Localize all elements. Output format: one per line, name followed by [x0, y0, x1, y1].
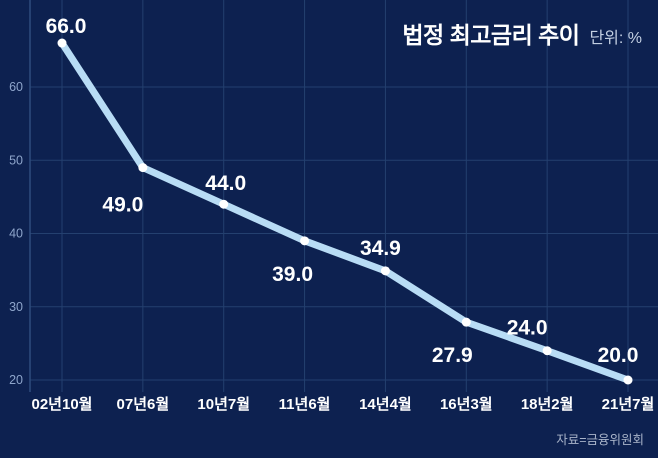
y-tick-label: 50 [9, 153, 23, 167]
data-point [57, 38, 67, 48]
value-label: 66.0 [46, 15, 87, 38]
x-tick-label: 10년7월 [197, 396, 250, 413]
chart-title: 법정 최고금리 추이 [402, 22, 580, 48]
value-label: 34.9 [360, 237, 401, 260]
x-tick-label: 14년4월 [359, 396, 412, 413]
chart-unit-label: 단위: % [589, 30, 642, 47]
x-tick-label: 11년6월 [279, 396, 331, 413]
y-tick-label: 60 [9, 80, 23, 94]
data-point [138, 163, 148, 173]
value-label: 44.0 [205, 172, 246, 195]
y-tick-label: 40 [9, 227, 23, 241]
data-point [542, 346, 552, 356]
data-point [623, 375, 633, 385]
y-tick-label: 20 [9, 373, 23, 387]
value-label: 24.0 [507, 317, 548, 340]
value-label: 39.0 [272, 263, 313, 286]
data-point [219, 199, 229, 209]
trend-line [58, 39, 632, 384]
source-credit: 자료=금융위원회 [556, 433, 644, 447]
y-tick-label: 30 [9, 300, 23, 314]
x-tick-label: 07년6월 [117, 396, 170, 413]
chart-header: 법정 최고금리 추이 단위: % [402, 16, 642, 50]
data-point [461, 317, 471, 327]
value-label: 27.9 [432, 344, 473, 367]
value-label: 49.0 [102, 194, 143, 217]
x-tick-label: 02년10월 [32, 396, 93, 413]
value-label: 20.0 [598, 344, 639, 367]
x-tick-label: 21년7월 [602, 396, 655, 413]
x-tick-label: 16년3월 [440, 396, 493, 413]
x-tick-label: 18년2월 [521, 396, 574, 413]
data-point [380, 266, 390, 276]
data-point [300, 236, 310, 246]
